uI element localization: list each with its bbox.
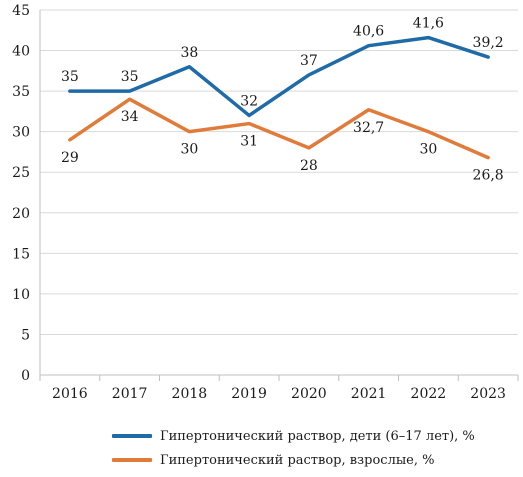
data-label: 41,6: [413, 16, 444, 32]
data-label: 29: [61, 150, 79, 166]
gridlines: [40, 9, 518, 376]
data-label: 30: [419, 142, 437, 158]
data-label: 38: [180, 45, 198, 61]
x-tick-label: 2019: [231, 386, 267, 402]
data-label: 39,2: [473, 35, 504, 51]
data-label: 32,7: [353, 120, 384, 136]
y-tick-label: 20: [12, 206, 30, 222]
y-tick-label: 30: [12, 125, 30, 141]
x-axis: 2016 2017 2018 2019 2020 2021 2022 2023: [39, 374, 519, 402]
y-axis: 0 5 10 15 20 25 30 35 40 45: [12, 3, 41, 384]
y-tick-label: 40: [12, 44, 30, 60]
x-tick-label: 2018: [172, 386, 208, 402]
y-tick-label: 35: [12, 84, 30, 100]
x-tick-label: 2016: [52, 386, 88, 402]
data-label: 26,8: [473, 168, 504, 184]
series-lines: [68, 35, 490, 160]
y-tick-label: 25: [12, 165, 30, 181]
legend-label-adults: Гипертонический раствор, взрослые, %: [160, 452, 435, 468]
series-line-2: [68, 97, 490, 160]
legend-item-children: Гипертонический раствор, дети (6–17 лет)…: [112, 424, 475, 448]
data-label: 35: [121, 69, 139, 85]
data-label: 40,6: [353, 24, 384, 40]
data-label: 37: [300, 53, 318, 69]
legend: Гипертонический раствор, дети (6–17 лет)…: [112, 424, 475, 472]
y-tick-label: 0: [21, 368, 30, 384]
data-label: 30: [180, 142, 198, 158]
data-label: 32: [240, 93, 258, 109]
legend-item-adults: Гипертонический раствор, взрослые, %: [112, 448, 475, 472]
y-tick-label: 45: [12, 3, 30, 19]
data-label: 28: [300, 158, 318, 174]
series-line-1: [68, 35, 490, 118]
x-tick-label: 2021: [351, 386, 387, 402]
data-label: 31: [240, 134, 258, 150]
data-label: 34: [121, 109, 139, 125]
legend-swatch-children: [112, 434, 152, 438]
legend-label-children: Гипертонический раствор, дети (6–17 лет)…: [160, 428, 475, 444]
x-tick-label: 2020: [291, 386, 327, 402]
x-tick-label: 2022: [411, 386, 447, 402]
legend-swatch-adults: [112, 458, 152, 462]
y-tick-label: 5: [21, 327, 30, 343]
y-tick-label: 15: [12, 246, 30, 262]
data-label: 35: [61, 69, 79, 85]
data-labels: 35 29 35 34 38 30 32 31 37 28 40,6 32,7 41,6 30 39,2 26…: [61, 16, 504, 184]
y-tick-label: 10: [12, 287, 30, 303]
x-tick-label: 2017: [112, 386, 148, 402]
x-tick-label: 2023: [470, 386, 506, 402]
